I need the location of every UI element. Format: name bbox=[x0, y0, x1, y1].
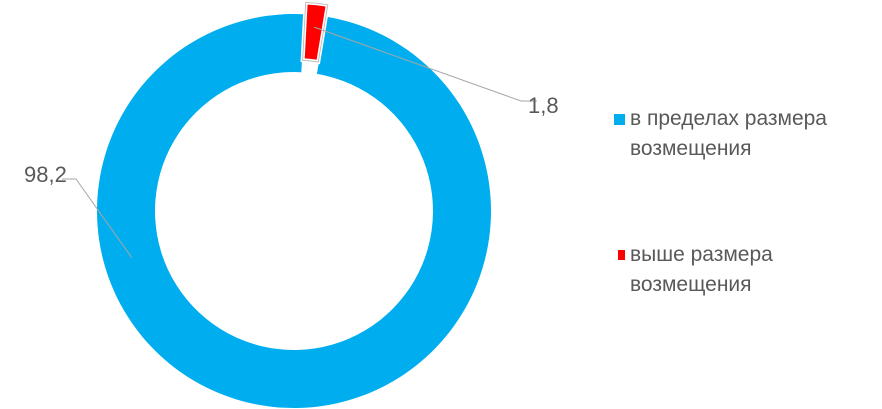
leader-line-above-limit bbox=[314, 26, 537, 102]
legend-swatch-within-limit bbox=[614, 114, 625, 125]
legend-label-within-limit: в пределах размера возмещения bbox=[630, 107, 827, 160]
legend-label-above-limit: выше размера возмещения bbox=[630, 243, 773, 296]
data-label-above-limit: 1,8 bbox=[528, 93, 559, 118]
leader-line-within-limit bbox=[62, 178, 133, 259]
slice-within-limit bbox=[97, 13, 492, 409]
slice-above-limit-outline bbox=[302, 1, 329, 63]
legend-item-above-limit: выше размера возмещения bbox=[614, 240, 882, 300]
legend-item-within-limit: в пределах размера возмещения bbox=[614, 104, 882, 164]
chart-slices bbox=[97, 0, 492, 409]
legend-swatch-above-limit bbox=[618, 250, 625, 260]
leader-lines bbox=[62, 26, 537, 259]
data-label-within-limit: 98,2 bbox=[24, 162, 67, 187]
